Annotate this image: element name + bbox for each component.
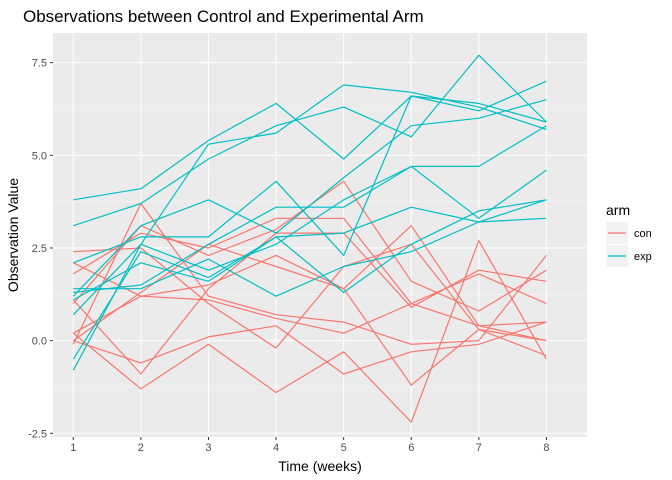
series-line-con-3 (73, 321, 547, 375)
series-lines (72, 54, 547, 423)
series-line-exp-18 (73, 199, 547, 297)
series-line-exp-14 (72, 84, 547, 371)
y-axis: -2.5 0.0 2.5 5.0 7.5 (28, 58, 53, 440)
y-tick-label: 5.0 (32, 150, 47, 162)
series-line-exp-16 (72, 125, 547, 316)
series-line-exp-20 (72, 199, 547, 360)
series-line-exp-13 (73, 80, 547, 264)
legend-label-con: con (634, 228, 652, 240)
y-tick-label: 0.0 (32, 336, 47, 348)
x-tick-label: 3 (205, 442, 211, 454)
legend-title: arm (606, 202, 630, 218)
y-tick-label: 2.5 (32, 243, 47, 255)
x-tick-label: 5 (341, 442, 347, 454)
x-tick-label: 4 (273, 442, 279, 454)
x-tick-label: 7 (476, 442, 482, 454)
series-line-con-4 (73, 243, 547, 349)
series-line-con-2 (72, 232, 547, 375)
y-axis-title: Observation Value (5, 178, 21, 292)
series-line-exp-19 (73, 206, 547, 301)
series-line-exp-17 (73, 165, 547, 293)
series-line-con-6 (72, 202, 547, 345)
legend: arm con exp (606, 202, 652, 267)
x-tick-label: 6 (408, 442, 414, 454)
x-axis-title: Time (weeks) (278, 458, 362, 474)
series-line-con-1 (72, 240, 547, 423)
x-tick-label: 1 (70, 442, 76, 454)
series-line-exp-11 (73, 95, 547, 201)
x-tick-label: 2 (138, 442, 144, 454)
series-line-con-7 (73, 295, 547, 342)
series-line-con-8 (73, 225, 547, 327)
y-tick-label: -2.5 (28, 428, 47, 440)
series-line-exp-12 (73, 54, 547, 227)
chart-title: Observations between Control and Experim… (23, 7, 424, 26)
x-axis: 1 2 3 4 5 6 7 8 (70, 437, 550, 454)
legend-label-exp: exp (634, 251, 652, 263)
y-tick-label: 7.5 (32, 58, 47, 70)
series-line-exp-15 (72, 99, 547, 297)
x-tick-label: 8 (543, 442, 549, 454)
